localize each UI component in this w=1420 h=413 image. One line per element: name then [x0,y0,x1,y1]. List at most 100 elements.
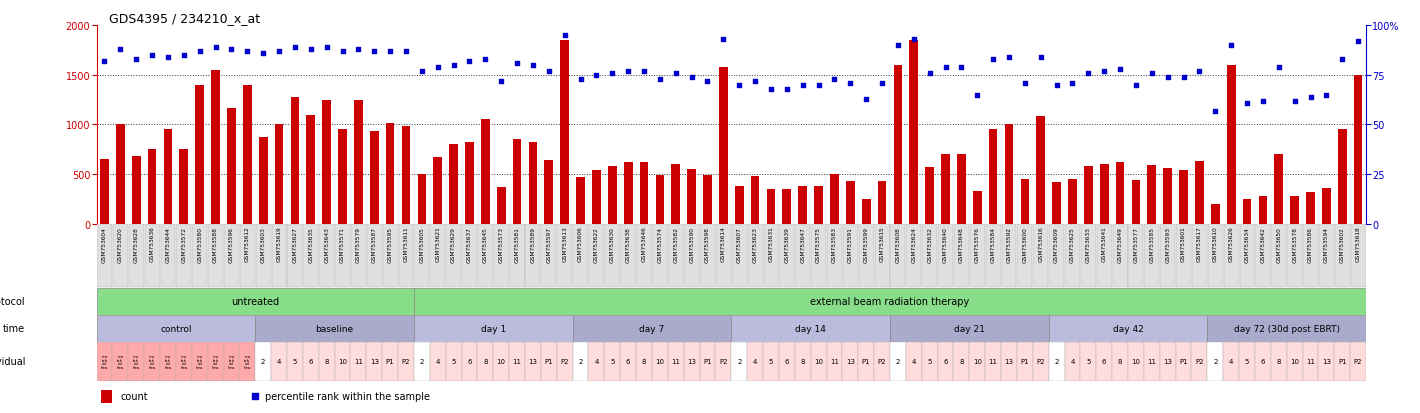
FancyBboxPatch shape [795,225,811,287]
Point [1093,68,1116,75]
Text: GSM753588: GSM753588 [213,226,219,262]
Bar [557,342,572,381]
Bar [1176,342,1191,381]
Point [426,64,449,71]
Text: GSM753575: GSM753575 [816,226,821,262]
Point [1109,66,1132,73]
Bar [1223,342,1240,381]
Bar [497,188,506,224]
FancyBboxPatch shape [716,225,731,287]
Bar [1271,342,1287,381]
Bar [148,150,156,224]
Bar [798,187,807,224]
FancyBboxPatch shape [399,225,413,287]
FancyBboxPatch shape [890,225,906,287]
Bar [780,342,795,381]
Point [1204,108,1227,114]
Text: GSM753590: GSM753590 [689,226,694,262]
Text: GSM753636: GSM753636 [149,226,155,262]
Point [244,393,267,399]
Text: GSM753639: GSM753639 [784,226,790,262]
Bar [1068,180,1076,224]
Bar [814,187,824,224]
Text: P2: P2 [561,358,569,365]
Bar [842,342,858,381]
Text: 13: 13 [1163,358,1172,365]
Bar [608,167,616,224]
Bar [302,342,318,381]
Bar [176,342,192,381]
Bar [973,192,981,224]
Text: GSM753603: GSM753603 [261,226,266,262]
Text: 8: 8 [1118,358,1122,365]
Bar [937,342,953,381]
Text: individual: individual [0,356,26,367]
FancyBboxPatch shape [826,225,842,287]
Text: 5: 5 [768,358,772,365]
FancyBboxPatch shape [160,225,176,287]
Point [934,64,957,71]
FancyBboxPatch shape [1304,225,1318,287]
FancyBboxPatch shape [605,225,619,287]
Text: 8: 8 [959,358,964,365]
Text: 5: 5 [611,358,615,365]
FancyBboxPatch shape [1065,225,1081,287]
Text: ma
tch
ed
hea: ma tch ed hea [180,354,187,369]
Bar [1065,342,1081,381]
Bar [909,41,919,224]
Text: GSM753650: GSM753650 [1277,226,1281,262]
Point [966,92,988,99]
Text: baseline: baseline [315,324,354,333]
Bar [703,176,711,224]
Text: GSM753572: GSM753572 [182,226,186,262]
Bar [985,342,1001,381]
Text: 4: 4 [277,358,281,365]
Bar [893,66,902,224]
Point [649,76,672,83]
Point [521,62,544,69]
Text: GSM753609: GSM753609 [1054,226,1059,262]
Point [141,52,163,59]
FancyBboxPatch shape [1335,225,1349,287]
Bar [97,342,112,381]
Text: GSM753621: GSM753621 [436,226,440,262]
Text: 2: 2 [261,358,266,365]
Text: 4: 4 [1071,358,1075,365]
Point [1076,70,1099,77]
Bar [462,342,477,381]
FancyBboxPatch shape [764,225,778,287]
Point [601,70,623,77]
FancyBboxPatch shape [1176,225,1191,287]
Text: 11: 11 [829,358,839,365]
Text: 11: 11 [1306,358,1315,365]
Text: GSM753592: GSM753592 [1007,226,1011,262]
Point [125,57,148,63]
Bar [97,288,415,315]
FancyBboxPatch shape [939,225,953,287]
Text: GSM753625: GSM753625 [1071,226,1075,262]
Text: GSM753607: GSM753607 [737,226,741,262]
Bar [402,127,410,224]
Bar [212,71,220,224]
Text: 10: 10 [973,358,981,365]
Bar [1032,342,1048,381]
Bar [751,177,760,224]
Text: 2: 2 [896,358,900,365]
Text: GSM753571: GSM753571 [339,226,345,262]
Bar [687,170,696,224]
Bar [318,342,335,381]
Bar [953,342,970,381]
Bar [1163,169,1172,224]
Bar [366,342,382,381]
Point [680,74,703,81]
FancyBboxPatch shape [1191,225,1207,287]
Bar [1179,171,1189,224]
Bar [179,150,189,224]
Text: GSM753612: GSM753612 [244,226,250,262]
Text: GSM753617: GSM753617 [1197,226,1201,262]
FancyBboxPatch shape [541,225,557,287]
Bar [878,182,886,224]
Point [395,48,417,55]
Text: time: time [3,323,26,334]
Bar [101,160,109,224]
